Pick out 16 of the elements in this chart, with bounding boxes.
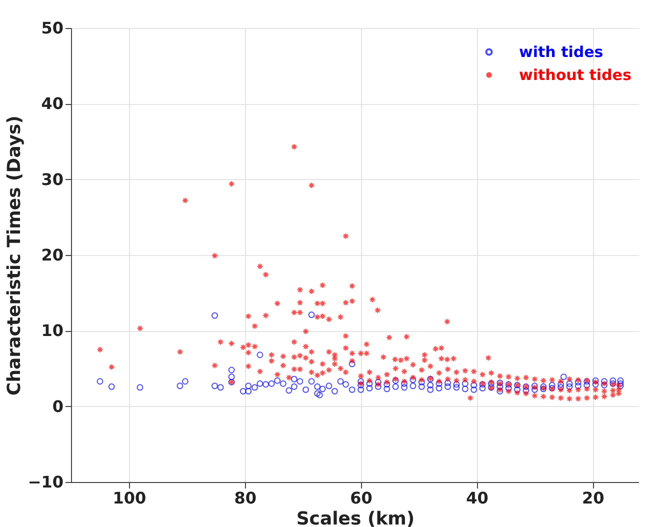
x-axis-title: Scales (km): [296, 508, 415, 527]
y-tick-label: 50: [41, 18, 64, 38]
y-tick-label: −10: [28, 472, 64, 492]
x-tick-label: 20: [582, 488, 604, 508]
y-tick-label: 40: [41, 94, 64, 114]
y-axis-title: Characteristic Times (Days): [4, 116, 25, 396]
x-tick-label: 40: [466, 488, 488, 508]
x-tick-label: 100: [112, 488, 146, 508]
y-tick-label: 10: [41, 321, 64, 340]
legend-label: with tides: [519, 43, 604, 61]
legend-label: without tides: [519, 66, 632, 84]
y-tick-label: 20: [41, 246, 64, 264]
y-tick-label: 30: [41, 170, 64, 189]
y-tick-label: 0: [52, 396, 64, 416]
x-tick-label: 80: [234, 488, 257, 508]
x-tick-label: 60: [350, 488, 372, 508]
